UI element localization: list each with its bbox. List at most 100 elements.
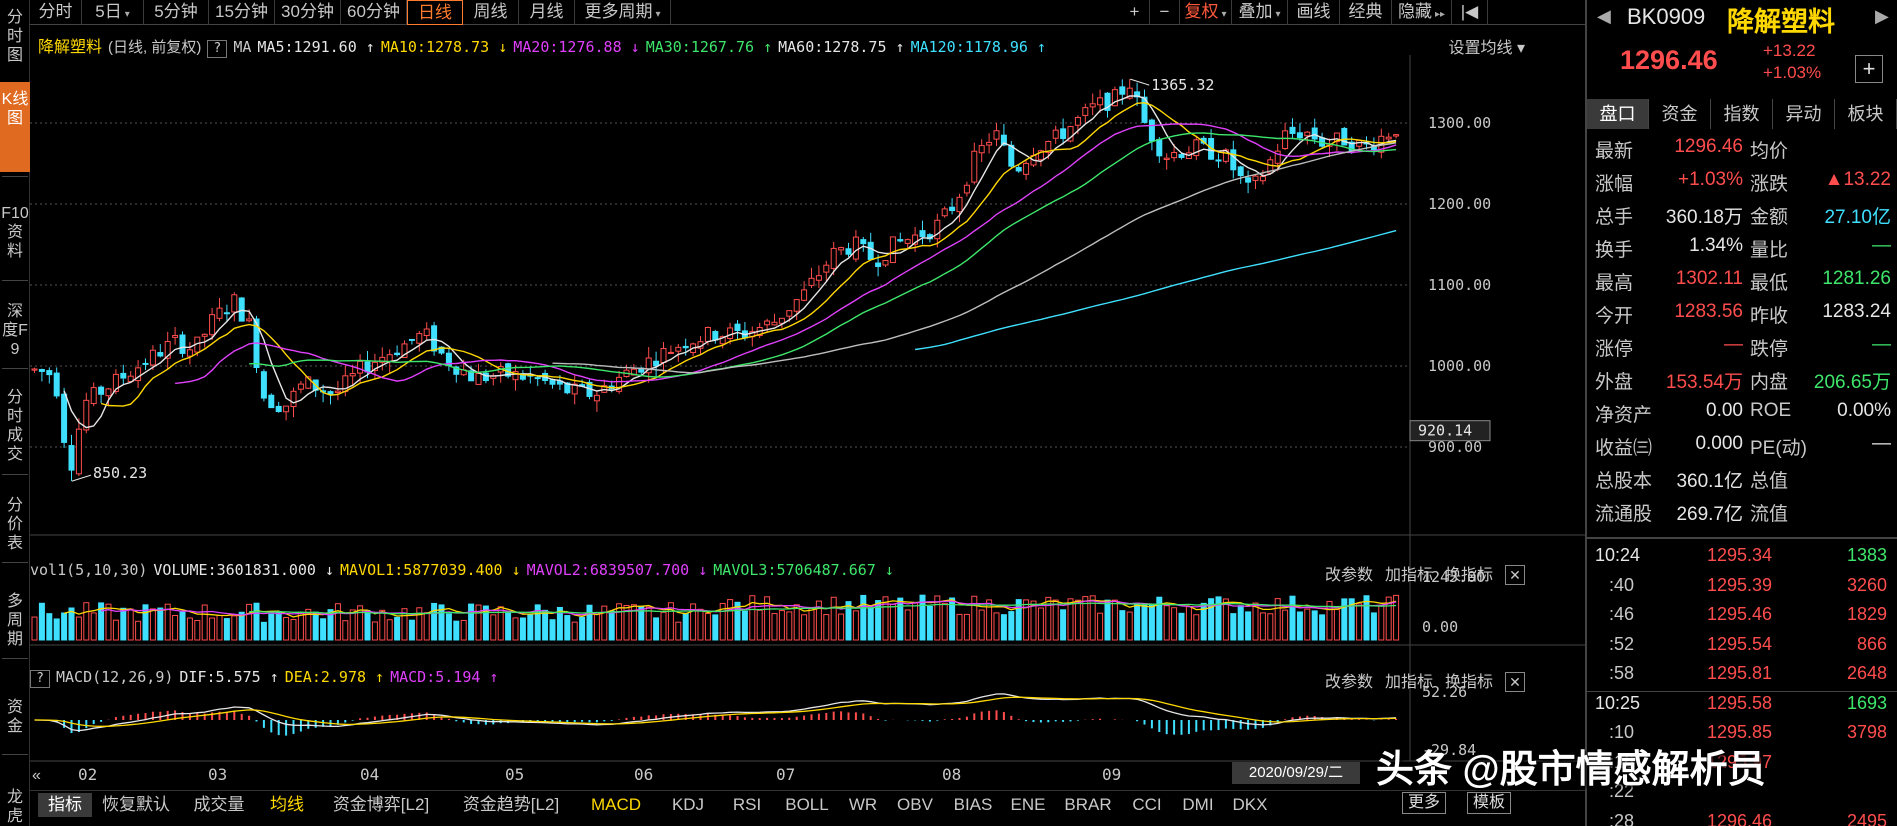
kline-chart[interactable]: 1300.00 1200.00 1100.00 1000.00 900.00920.14… <box>30 25 1585 785</box>
indicator-tab-8[interactable]: RSI <box>732 795 762 814</box>
quote-tab-1[interactable]: 资金 <box>1649 99 1711 129</box>
quote-tabs: 盘口 资金 指数 异动 板块 <box>1587 99 1897 129</box>
indicator-tab-3[interactable]: 均线 <box>270 795 304 814</box>
left-nav-item-4[interactable]: 分时成交 <box>6 389 23 463</box>
more-indicators-button[interactable]: 更多 <box>1402 792 1446 814</box>
macd-add-indicator-button[interactable]: 加指标 <box>1384 674 1433 691</box>
tick-time: :10 <box>1609 722 1635 742</box>
volume-bar <box>268 613 275 641</box>
quote-tab-3[interactable]: 异动 <box>1773 99 1835 129</box>
toolbar-button-4[interactable]: 画线 <box>1288 0 1340 25</box>
period-tab-8[interactable]: 月线 <box>519 0 575 25</box>
collapse-panel-button[interactable]: |◀ <box>1452 0 1488 25</box>
indicator-tab-7[interactable]: KDJ <box>671 795 705 814</box>
macd-edit-params-button[interactable]: 改参数 <box>1324 674 1373 691</box>
period-tab-9[interactable]: 更多周期 ▾ <box>575 0 671 25</box>
macd-legend: ? MACD(12,26,9) DIF:5.575 ↑ DEA:2.978 ↑ MACD… <box>30 668 510 690</box>
indicator-tab-0[interactable]: 指标 <box>38 793 92 817</box>
indicator-tab-17[interactable]: DKX <box>1232 795 1268 814</box>
left-nav-item-8[interactable]: 龙虎 <box>6 789 23 825</box>
volume-add-indicator-button[interactable]: 加指标 <box>1384 567 1433 584</box>
indicator-tab-4[interactable]: 资金博弈[L2] <box>332 795 430 814</box>
candle-body <box>38 369 45 372</box>
volume-bar <box>1156 596 1163 641</box>
indicator-tab-9[interactable]: BOLL <box>785 795 829 814</box>
period-tab-3[interactable]: 15分钟 <box>209 0 275 25</box>
left-nav-separator <box>2 658 28 659</box>
toolbar-button-3[interactable]: 叠加 ▾ <box>1232 0 1288 25</box>
candle-body <box>186 349 193 357</box>
macd-switch-indicator-button[interactable]: 换指标 <box>1444 674 1493 691</box>
next-stock-icon[interactable]: ▶ <box>1875 6 1889 26</box>
volume-switch-indicator-button[interactable]: 换指标 <box>1444 567 1493 584</box>
prev-stock-icon[interactable]: ◀ <box>1597 6 1611 26</box>
indicator-tab-6[interactable]: MACD <box>590 795 642 814</box>
help-button[interactable]: ? <box>207 40 228 58</box>
period-tab-1[interactable]: 5日 ▾ <box>82 0 144 25</box>
volume-bar <box>231 615 238 641</box>
candle-body <box>1259 176 1266 182</box>
volume-bar <box>704 613 711 641</box>
toolbar-button-0[interactable]: + <box>1120 0 1150 25</box>
left-nav-item-6[interactable]: 多周期 <box>6 593 23 648</box>
candle-body <box>209 314 216 336</box>
period-tab-5[interactable]: 60分钟 <box>341 0 407 25</box>
volume-bar <box>312 611 319 641</box>
volume-close-icon[interactable]: ✕ <box>1505 565 1525 585</box>
period-tab-6[interactable]: 日线 <box>407 0 463 25</box>
indicator-tab-11[interactable]: OBV <box>897 795 933 814</box>
volume-bar <box>1230 613 1237 641</box>
volume-bar <box>786 611 793 641</box>
volume-bar <box>31 616 38 641</box>
left-nav-item-7[interactable]: 资金 <box>6 699 23 735</box>
toolbar-button-1[interactable]: − <box>1150 0 1180 25</box>
toolbar-button-6[interactable]: 隐藏 ▸▸ <box>1392 0 1452 25</box>
indicator-tab-5[interactable]: 资金趋势[L2] <box>462 795 560 814</box>
volume-edit-params-button[interactable]: 改参数 <box>1324 567 1373 584</box>
period-tab-7[interactable]: 周线 <box>463 0 519 25</box>
quote-tab-0[interactable]: 盘口 <box>1587 99 1649 129</box>
volume-bar <box>1370 612 1377 641</box>
indicator-tab-10[interactable]: WR <box>848 795 878 814</box>
indicator-tab-16[interactable]: DMI <box>1182 795 1214 814</box>
legend-item-5: MA120:1178.96 ↑ <box>910 38 1047 56</box>
indicator-tab-1[interactable]: 恢复默认 <box>102 795 170 814</box>
scroll-left-icon[interactable]: « <box>32 767 41 784</box>
indicator-tab-13[interactable]: ENE <box>1010 795 1046 814</box>
quote-value: 269.7亿 <box>1676 504 1743 525</box>
macd-close-icon[interactable]: ✕ <box>1505 672 1525 692</box>
candle-body <box>815 275 822 281</box>
left-nav-item-2[interactable]: F10资料 <box>1 205 29 260</box>
quote-tab-2[interactable]: 指数 <box>1711 99 1773 129</box>
tick-volume: 1383 <box>1846 545 1887 565</box>
add-watchlist-button[interactable]: + <box>1855 55 1883 83</box>
indicator-tab-15[interactable]: CCI <box>1132 795 1162 814</box>
indicator-tab-14[interactable]: BRAR <box>1064 795 1112 814</box>
legend-item-3: MA30:1267.76 ↑ <box>645 38 773 56</box>
toolbar-button-2[interactable]: 复权 ▾ <box>1180 0 1232 25</box>
left-nav-item-1[interactable]: K线图 <box>0 82 30 172</box>
quote-tab-4[interactable]: 板块 <box>1835 99 1897 129</box>
tick-volume: 1829 <box>1846 604 1887 624</box>
volume-bar <box>556 606 563 641</box>
quote-key: 流通股 <box>1595 504 1653 525</box>
period-tab-2[interactable]: 5分钟 <box>144 0 209 25</box>
ma-settings-button[interactable]: 设置均线 ▾ <box>1448 40 1525 57</box>
period-tab-4[interactable]: 30分钟 <box>275 0 341 25</box>
template-button[interactable]: 模板 <box>1467 792 1511 814</box>
toolbar-button-5[interactable]: 经典 <box>1340 0 1392 25</box>
volume-bar <box>1252 602 1259 641</box>
left-nav-item-3[interactable]: 深度F9 <box>2 303 28 358</box>
volume-bar <box>534 604 541 641</box>
left-nav-item-0[interactable]: 分时图 <box>6 9 23 64</box>
candle-body <box>1296 132 1303 139</box>
period-tab-0[interactable]: 分时 <box>30 0 82 25</box>
candle-body <box>616 376 623 392</box>
left-nav-item-5[interactable]: 分价表 <box>6 497 23 552</box>
indicator-tab-2[interactable]: 成交量 <box>193 795 245 814</box>
volume-axis-label: 1243.00 <box>1422 568 1485 586</box>
macd-help-button[interactable]: ? <box>30 670 50 688</box>
indicator-tab-12[interactable]: BIAS <box>953 795 993 814</box>
volume-bar <box>1356 603 1363 641</box>
volume-bar <box>793 604 800 641</box>
